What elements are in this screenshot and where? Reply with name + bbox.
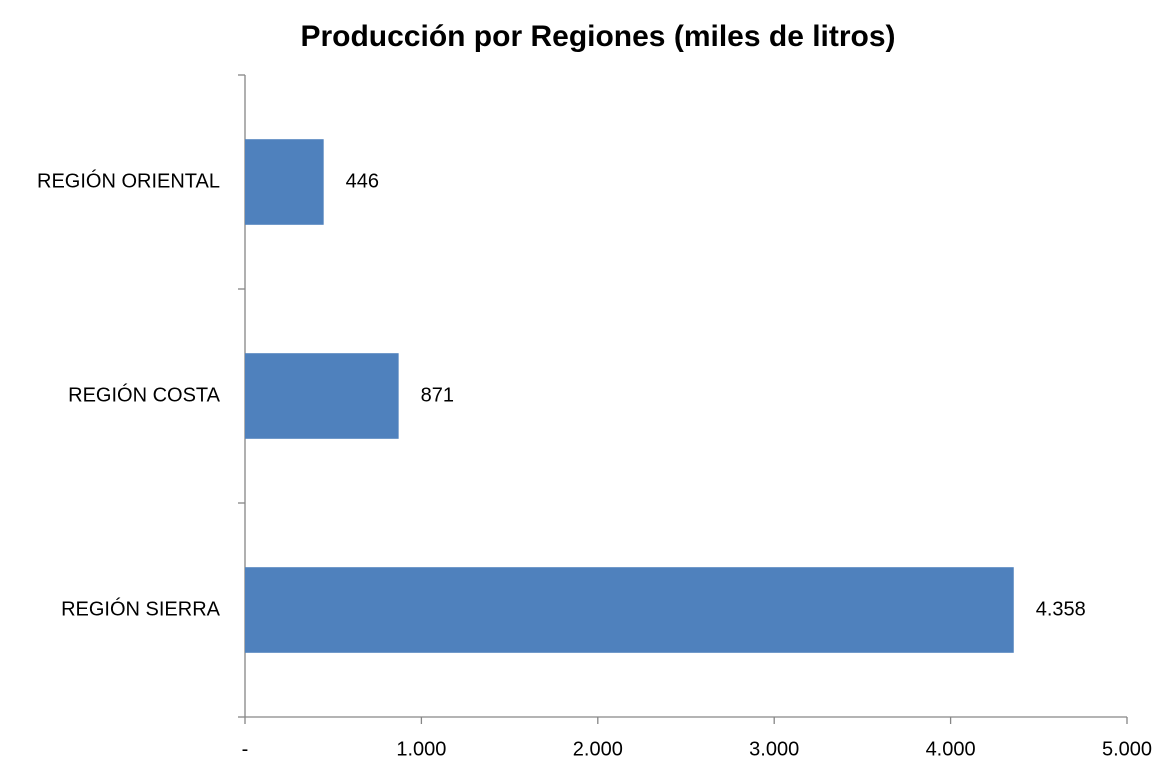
y-tick-label: REGIÓN COSTA [68,383,221,406]
bar [245,139,324,225]
x-tick-label: 5.000 [1102,738,1152,760]
data-label: 4.358 [1036,598,1086,620]
bar [245,567,1014,653]
y-tick-label: REGIÓN ORIENTAL [37,169,220,192]
x-tick-label: 3.000 [749,738,799,760]
x-tick-label: 1.000 [396,738,446,760]
x-tick-label: - [242,738,249,760]
data-label: 446 [346,170,379,192]
y-tick-label: REGIÓN SIERRA [61,597,221,620]
x-tick-label: 2.000 [573,738,623,760]
x-tick-label: 4.000 [926,738,976,760]
chart-title: Producción por Regiones (miles de litros… [300,20,895,53]
data-label: 871 [421,384,454,406]
bar [245,353,399,439]
